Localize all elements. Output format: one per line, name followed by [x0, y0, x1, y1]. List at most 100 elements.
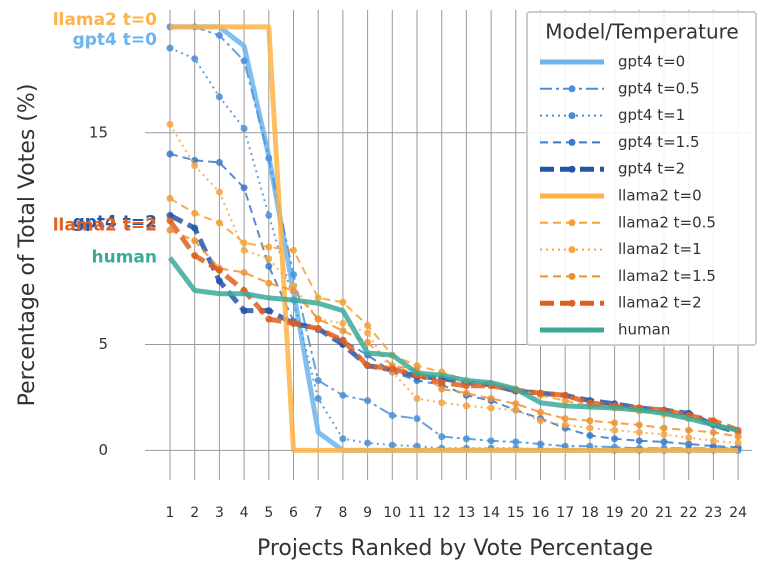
series-marker — [191, 55, 199, 63]
legend-label: gpt4 t=2 — [618, 160, 685, 178]
x-tick-label: 12 — [433, 505, 451, 521]
series-marker — [191, 162, 199, 170]
legend-marker — [568, 112, 576, 120]
legend-marker — [568, 246, 576, 254]
series-marker — [586, 432, 594, 440]
series-marker — [265, 307, 273, 315]
series-marker — [339, 319, 347, 327]
x-axis-label: Projects Ranked by Vote Percentage — [257, 536, 653, 561]
series-marker — [166, 194, 174, 202]
series-marker — [339, 327, 347, 335]
x-tick-label: 20 — [630, 505, 648, 521]
series-marker — [734, 433, 742, 441]
series-marker — [166, 120, 174, 128]
series-marker — [635, 437, 643, 445]
series-marker — [462, 389, 470, 397]
x-tick-label: 2 — [190, 505, 199, 521]
legend-label: llama2 t=0.5 — [618, 213, 716, 231]
y-tick-label: 5 — [98, 335, 108, 353]
series-marker — [462, 382, 470, 390]
series-marker — [388, 441, 396, 449]
series-marker — [240, 269, 248, 277]
annotation: human — [92, 248, 158, 268]
series-marker — [438, 385, 446, 393]
legend-label: llama2 t=1 — [618, 240, 702, 258]
series-marker — [166, 44, 174, 52]
x-tick-label: 1 — [166, 505, 175, 521]
series-marker — [339, 435, 347, 443]
series-marker — [314, 315, 322, 323]
series-marker — [290, 271, 297, 279]
legend-label: gpt4 t=1 — [618, 106, 685, 124]
series-marker — [438, 433, 446, 441]
series-marker — [512, 400, 520, 408]
annotation: llama2 t=2 — [53, 216, 157, 236]
x-tick-label: 16 — [532, 505, 550, 521]
series-marker — [734, 439, 742, 447]
series-marker — [290, 319, 297, 327]
legend: Model/Temperature gpt4 t=0 gpt4 t=0.5 gpt4 … — [526, 11, 757, 346]
series-marker — [314, 394, 322, 402]
legend-label: llama2 t=0 — [618, 187, 702, 205]
annotation: gpt4 t=2 — [73, 212, 157, 232]
series-marker — [265, 255, 273, 263]
series-marker — [586, 417, 594, 425]
series-marker — [191, 209, 199, 217]
series-line — [169, 47, 739, 452]
series-marker — [240, 184, 248, 192]
series-marker — [561, 391, 569, 399]
legend-label: human — [618, 321, 670, 339]
legend-box — [526, 11, 757, 346]
legend-label: gpt4 t=0.5 — [618, 79, 700, 97]
series-marker — [314, 376, 322, 384]
series-marker — [191, 224, 199, 232]
series-line — [170, 24, 739, 453]
series-marker — [314, 294, 322, 302]
series-marker — [240, 239, 248, 247]
series-marker — [314, 325, 322, 333]
series-marker — [388, 365, 396, 373]
series-marker — [339, 336, 347, 344]
series-marker — [166, 150, 174, 158]
series-marker — [561, 397, 569, 405]
x-tick-label: 15 — [507, 505, 525, 521]
legend-label: gpt4 t=1.5 — [618, 133, 700, 151]
series-marker — [215, 219, 223, 227]
series-marker — [215, 93, 223, 101]
series-marker — [265, 211, 273, 219]
series-marker — [364, 362, 372, 370]
series-marker — [685, 440, 693, 448]
series-marker — [240, 125, 248, 133]
x-tick-label: 19 — [606, 505, 624, 521]
series-marker — [191, 156, 199, 164]
series-marker — [339, 298, 347, 306]
y-tick-label: 15 — [89, 123, 108, 141]
series-marker — [462, 435, 470, 443]
series-marker — [413, 394, 421, 402]
series-marker — [339, 391, 347, 399]
series-marker — [685, 426, 693, 434]
x-tick-label: 13 — [457, 505, 475, 521]
series-marker — [364, 338, 372, 346]
series-marker — [586, 424, 594, 432]
series-marker — [215, 158, 223, 166]
x-tick-label: 7 — [314, 505, 323, 521]
x-tick-label: 21 — [655, 505, 673, 521]
annotation: gpt4 t=0 — [73, 30, 158, 50]
series-marker — [438, 399, 446, 407]
series-line — [169, 229, 739, 438]
series-marker — [611, 419, 619, 427]
series-marker — [191, 252, 199, 260]
legend-label: gpt4 t=0 — [618, 53, 685, 71]
series-marker — [537, 389, 544, 397]
series-marker — [635, 428, 643, 436]
series-marker — [364, 329, 372, 337]
legend-marker — [568, 85, 576, 93]
x-tick-label: 24 — [729, 505, 747, 521]
series-marker — [561, 421, 569, 429]
series-marker — [487, 394, 495, 402]
series-line — [168, 256, 739, 433]
series-marker — [265, 243, 273, 251]
series-marker — [191, 237, 199, 245]
x-tick-label: 18 — [581, 505, 599, 521]
